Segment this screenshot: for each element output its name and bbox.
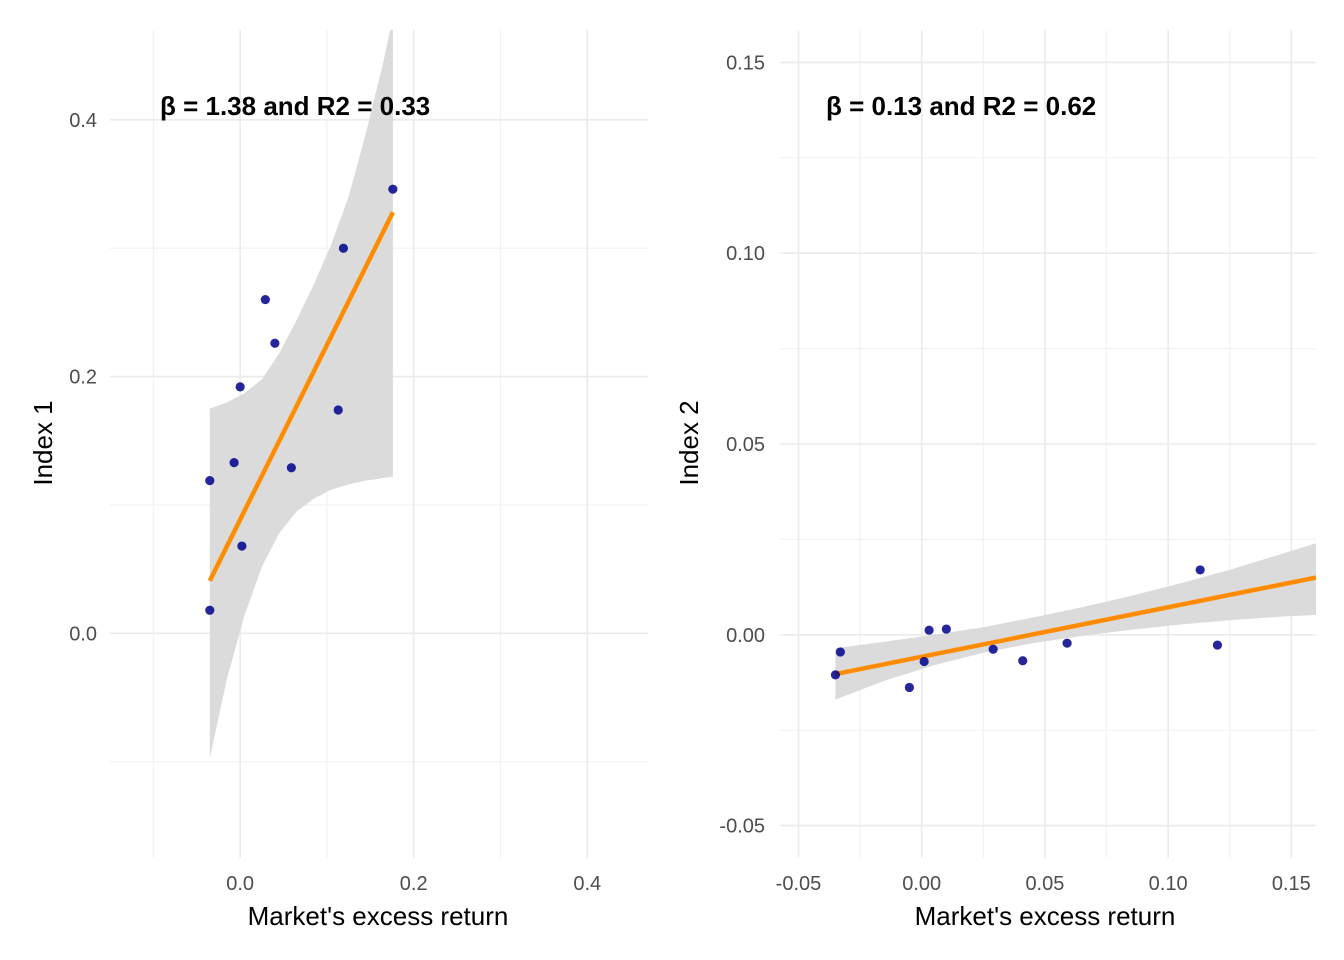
panel-left-x-tick-label: 0.2 [400,873,428,895]
panel-left-point-0 [205,605,215,615]
panel-right-point-6 [988,644,998,654]
panel-right: -0.05 0.00 0.05 0.10 0.15 -0.05 0.00 0.05 0.10 0.… [674,30,1316,931]
panel-left-point-10 [388,184,398,194]
panel-right-fit-line [835,575,1316,677]
panel-left-point-6 [270,338,280,348]
panel-right-y-axis-title: Index 2 [674,400,704,485]
panel-right-y-tick-label: -0.05 [719,816,765,838]
panel-right-point-3 [919,656,929,667]
panel-right-x-tick-label: 0.00 [902,873,941,895]
panel-left-x-tick-label: 0.0 [226,873,254,895]
panel-right-y-tick-label: 0.05 [726,434,765,456]
panel-right-point-5 [941,624,951,634]
panel-left-y-axis-title: Index 1 [28,400,58,485]
panel-right-point-7 [1018,656,1028,666]
panel-right-x-tick-label: 0.15 [1272,873,1311,895]
panel-left-point-2 [229,458,239,468]
panel-left-y-tick-label: 0.2 [69,367,97,389]
panel-right-confidence-band [835,543,1316,700]
panel-left: 0.0 0.2 0.4 0.0 0.2 0.4 β = 1.38 and R2 = 0.3… [28,30,648,931]
panel-left-x-tick-label: 0.4 [573,873,601,895]
panel-left-fit-line [207,211,395,582]
panel-left-point-4 [237,541,247,551]
panel-left-point-7 [286,463,296,473]
panel-left-point-5 [260,294,270,305]
panel-right-point-9 [1195,565,1205,575]
panel-right-point-8 [1062,638,1072,648]
panel-left-point-8 [333,405,343,415]
panel-right-point-10 [1212,640,1223,650]
panel-right-y-tick-label: 0.00 [726,625,765,647]
panel-right-annotation: β = 0.13 and R2 = 0.62 [826,91,1096,121]
panel-right-x-tick-label: -0.05 [776,873,822,895]
panel-right-x-tick-label: 0.05 [1025,873,1064,895]
panel-left-x-axis-title: Market's excess return [248,901,509,931]
panel-right-y-tick-label: 0.10 [726,243,765,265]
panel-right-x-axis-title: Market's excess return [915,901,1176,931]
panel-left-y-tick-label: 0.4 [69,110,97,132]
panel-left-annotation: β = 1.38 and R2 = 0.33 [160,91,430,121]
panel-left-point-3 [235,382,245,392]
panel-right-x-tick-label: 0.10 [1149,873,1188,895]
panel-right-point-0 [830,670,841,680]
panel-right-grid [780,30,1316,858]
panel-right-point-2 [904,682,914,693]
panel-left-point-1 [205,475,215,486]
panel-left-y-tick-label: 0.0 [69,623,97,645]
panel-right-point-4 [924,625,934,635]
panel-left-point-9 [338,243,349,253]
panel-right-point-1 [835,647,845,657]
panel-right-y-tick-label: 0.15 [726,52,765,74]
